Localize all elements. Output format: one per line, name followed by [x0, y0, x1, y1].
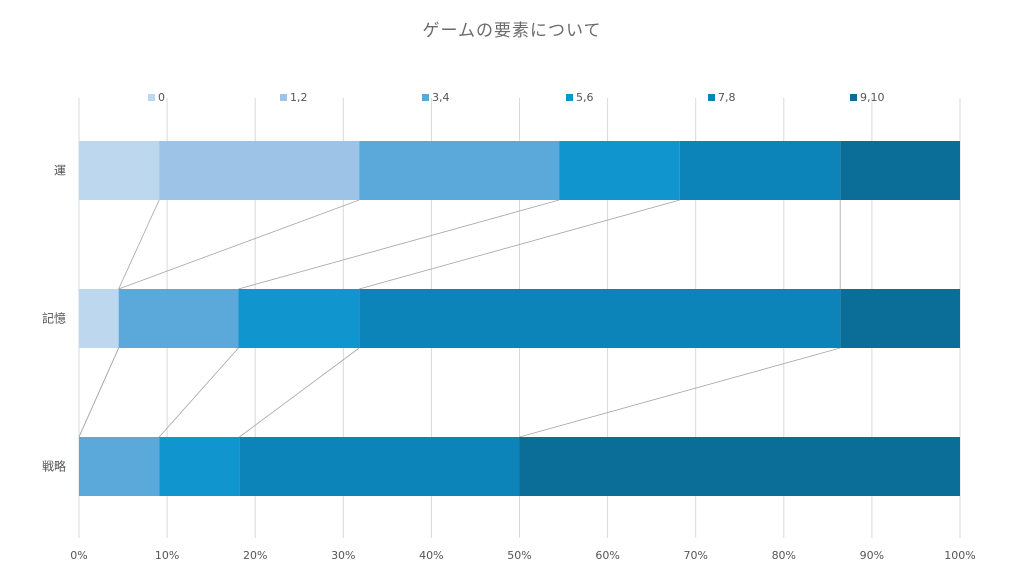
bar-segment	[159, 437, 240, 496]
legend-swatch	[566, 94, 573, 101]
legend-label: 7,8	[718, 91, 736, 104]
series-line	[158, 347, 239, 438]
legend-label: 1,2	[290, 91, 308, 104]
bar-segment	[840, 289, 960, 348]
bar-segment	[239, 437, 520, 496]
category-label: 運	[54, 164, 66, 178]
x-tick-label: 60%	[595, 549, 619, 562]
chart-title: ゲームの要素について	[423, 21, 602, 41]
bar-segment	[159, 141, 360, 200]
legend-label: 0	[158, 91, 165, 104]
series-line	[239, 347, 360, 438]
x-tick-label: 90%	[860, 549, 884, 562]
legend: 0 1,2 3,4 5,6 7,8 9,10	[148, 91, 885, 104]
series-line	[118, 199, 360, 290]
legend-swatch	[708, 94, 715, 101]
bar-segment	[79, 437, 160, 496]
series-lines	[78, 199, 841, 438]
legend-label: 9,10	[860, 91, 885, 104]
bar-segment	[559, 141, 680, 200]
bar-segment	[79, 141, 160, 200]
bar-segment	[519, 437, 960, 496]
x-tick-label: 30%	[331, 549, 355, 562]
series-line	[118, 199, 160, 290]
bar-segment	[118, 289, 239, 348]
x-tick-label: 80%	[772, 549, 796, 562]
bar-segment	[840, 141, 960, 200]
bar-segment	[359, 141, 560, 200]
x-tick-label: 40%	[419, 549, 443, 562]
bars	[79, 141, 960, 496]
series-line	[519, 347, 841, 438]
category-label: 戦略	[42, 459, 66, 474]
series-line	[359, 199, 680, 290]
legend-swatch	[148, 94, 155, 101]
series-line	[78, 347, 120, 438]
x-tick-label: 70%	[683, 549, 707, 562]
legend-label: 3,4	[432, 91, 450, 104]
legend-swatch	[422, 94, 429, 101]
legend-label: 5,6	[576, 91, 594, 104]
x-tick-label: 0%	[70, 549, 87, 562]
x-tick-label: 50%	[507, 549, 531, 562]
x-tick-label: 10%	[155, 549, 179, 562]
category-label: 記憶	[42, 311, 66, 326]
legend-swatch	[850, 94, 857, 101]
series-line	[238, 199, 560, 290]
bar-segment	[238, 289, 360, 348]
bar-segment	[79, 289, 119, 348]
legend-swatch	[280, 94, 287, 101]
bar-segment	[359, 289, 841, 348]
x-tick-label: 20%	[243, 549, 267, 562]
bar-segment	[679, 141, 841, 200]
x-tick-label: 100%	[944, 549, 975, 562]
